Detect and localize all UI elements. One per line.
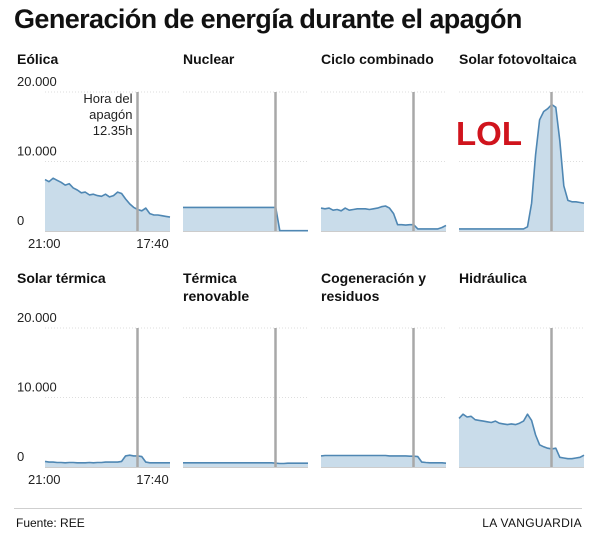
y-tick-label: 10.000 bbox=[17, 380, 57, 395]
series-area bbox=[321, 455, 446, 467]
blackout-annotation: apagón bbox=[89, 107, 132, 122]
series-line bbox=[44, 177, 171, 218]
series-line bbox=[320, 454, 447, 464]
footer-divider bbox=[14, 508, 582, 509]
series-line bbox=[44, 454, 170, 464]
series-area bbox=[45, 455, 170, 467]
panel-title: Hidráulica bbox=[459, 270, 527, 286]
y-tick-label: 10.000 bbox=[17, 144, 57, 159]
panel-title: residuos bbox=[321, 288, 380, 304]
publisher-credit: LA VANGUARDIA bbox=[482, 516, 582, 530]
panel-title: Eólica bbox=[17, 51, 58, 67]
series-line bbox=[320, 205, 447, 230]
series-area bbox=[45, 178, 170, 231]
panel-title: Solar térmica bbox=[17, 270, 106, 286]
y-tick-label: 20.000 bbox=[17, 74, 57, 89]
panel-title: renovable bbox=[183, 288, 249, 304]
panel-title: Térmica bbox=[183, 270, 237, 286]
blackout-annotation: 12.35h bbox=[93, 123, 133, 138]
lol-stamp: LOL bbox=[456, 115, 522, 152]
x-tick-label: 17:40 bbox=[136, 472, 169, 487]
chart-title: Generación de energía durante el apagón bbox=[14, 4, 522, 34]
x-tick-label: 17:40 bbox=[136, 236, 169, 251]
y-tick-label: 20.000 bbox=[17, 310, 57, 325]
panel-title: Nuclear bbox=[183, 51, 235, 67]
panel-title: Cogeneración y bbox=[321, 270, 426, 286]
blackout-annotation: Hora del bbox=[83, 91, 132, 106]
series-line bbox=[458, 413, 585, 460]
series-line bbox=[183, 462, 308, 465]
series-area bbox=[183, 207, 308, 231]
series-area bbox=[321, 206, 446, 231]
panel-title: Ciclo combinado bbox=[321, 51, 434, 67]
panel-title: Solar fotovoltaica bbox=[459, 51, 577, 67]
x-tick-label: 21:00 bbox=[28, 472, 61, 487]
y-tick-label: 0 bbox=[17, 449, 24, 464]
series-line bbox=[183, 206, 308, 232]
series-line bbox=[459, 103, 585, 230]
y-tick-label: 0 bbox=[17, 213, 24, 228]
source-note: Fuente: REE bbox=[16, 516, 85, 530]
x-tick-label: 21:00 bbox=[28, 236, 61, 251]
